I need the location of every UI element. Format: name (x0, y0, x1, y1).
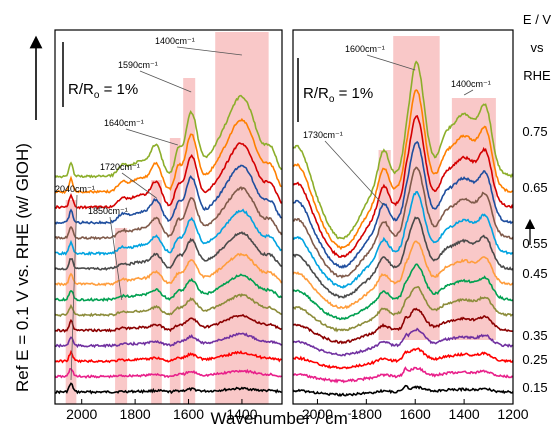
spectrum-line-0.20 (293, 366, 513, 384)
peak-annotation: 1850cm⁻¹ (88, 206, 128, 216)
x-tick-label-1800: 1800 (120, 406, 151, 422)
left-annotations: 2040cm⁻¹ 1850cm⁻¹ 1720cm⁻¹ 1640cm⁻¹ 1590cm⁻¹… (55, 36, 242, 381)
spectrum-line-0.25 (293, 347, 513, 370)
spectrum-line-0.55 (293, 216, 513, 299)
potential-title-line-1: E / V (523, 12, 552, 27)
right-x-ticks: 2000 1800 1600 1400 1200 (302, 399, 529, 422)
spectrum-line-0.15 (293, 384, 513, 397)
shaded-band-14001 (451, 98, 496, 340)
spectrum-line-0.60 (293, 190, 513, 289)
shaded-band-20401 (65, 200, 77, 404)
spectrum-line-0.20 (55, 368, 282, 379)
spectrum-line-0.30 (55, 332, 282, 349)
peak-annotation-leader (176, 46, 242, 56)
peak-annotation: 1400cm⁻¹ (155, 36, 195, 46)
x-tick-label-1400: 1400 (226, 406, 257, 422)
potential-label-0.15: 0.15 (522, 380, 547, 395)
spectrum-line-0.35 (293, 307, 513, 345)
x-tick-label-1800: 1800 (351, 406, 382, 422)
right-spectra (293, 60, 513, 397)
peak-annotation-leader (109, 216, 123, 301)
left-shaded-bands (65, 32, 269, 404)
potential-label-0.65: 0.65 (522, 180, 547, 195)
spectrum-line-0.75 (55, 142, 282, 210)
spectrum-line-0.15 (55, 382, 282, 395)
spectrum-line-0.40 (293, 285, 513, 333)
spectrum-line-0.80 (55, 117, 282, 195)
shaded-band-14001 (215, 32, 269, 404)
spectrum-line-0.45 (55, 273, 282, 302)
peak-annotation-leader (366, 54, 416, 71)
right-panel: 2000 1800 1600 1400 1200 R/Ro = 1% 1730cm⁻¹1… (292, 29, 529, 422)
spectrum-line-0.85 (293, 60, 513, 240)
y-axis-label: Ref E = 0.1 V vs. RHE (w/ GlOH) (13, 35, 43, 392)
peak-annotation-leader (463, 89, 474, 96)
peak-annotation: 1590cm⁻¹ (118, 60, 158, 70)
spectrum-line-0.50 (55, 252, 282, 287)
left-x-ticks: 2000 1800 1600 1400 (66, 399, 258, 422)
peak-annotation: 1400cm⁻¹ (451, 79, 491, 89)
left-spectra (55, 94, 282, 395)
spectrum-line-0.70 (293, 140, 513, 269)
x-tick-label-2000: 2000 (66, 406, 97, 422)
right-annotations: 1730cm⁻¹ 1600cm⁻¹ 1400cm⁻¹ (303, 44, 491, 206)
peak-annotation: 2040cm⁻¹ (55, 184, 95, 194)
left-panel: 2000 1800 1600 1400 R/Ro = 1% 2040cm⁻¹ 1850c… (54, 29, 283, 422)
peak-annotation-leader (139, 70, 192, 93)
potential-label-0.35: 0.35 (522, 328, 547, 343)
peak-annotation-leader (70, 194, 78, 381)
x-axis-label: Wavenumber / cm-1 (210, 408, 357, 428)
left-panel-frame (54, 29, 283, 405)
right-panel-frame (292, 29, 514, 405)
potential-label-0.55: 0.55 (522, 236, 547, 251)
x-tick-label-1400: 1400 (449, 406, 480, 422)
y-axis-label-text: Ref E = 0.1 V vs. RHE (w/ GlOH) (13, 143, 32, 392)
potential-label-0.75: 0.75 (522, 124, 547, 139)
potential-label-0.45: 0.45 (522, 266, 547, 281)
x-tick-label-1200: 1200 (497, 406, 528, 422)
potential-label-0.25: 0.25 (522, 352, 547, 367)
spectrum-line-0.25 (55, 349, 282, 364)
peak-annotation-leader (324, 140, 384, 206)
spectrum-line-0.50 (293, 240, 513, 310)
shaded-band-16401 (169, 138, 181, 404)
peak-annotation-leader (121, 172, 157, 199)
spectrum-line-0.85 (55, 94, 282, 179)
spectrum-line-0.65 (293, 166, 513, 279)
x-tick-label-2000: 2000 (302, 406, 333, 422)
potential-axis: E / V vs RHE 0.75 0.65 0.55 0.45 0.35 0.25 0.1… (522, 12, 551, 395)
peak-annotation: 1720cm⁻¹ (100, 162, 140, 172)
peak-annotation: 1730cm⁻¹ (303, 130, 343, 140)
spectrum-line-0.30 (293, 327, 513, 357)
peak-annotation: 1640cm⁻¹ (104, 118, 144, 128)
shaded-band-17201 (151, 180, 162, 404)
peak-annotation: 1600cm⁻¹ (345, 44, 385, 54)
potential-title-line-2: vs (531, 40, 545, 55)
peak-annotation-leader (125, 128, 178, 146)
spectrum-line-0.60 (55, 208, 282, 257)
right-scale-bar-label: R/Ro = 1% (303, 85, 373, 105)
spectrum-line-0.35 (55, 313, 282, 333)
x-tick-label-1600: 1600 (173, 406, 204, 422)
left-scale-bar-label: R/Ro = 1% (68, 81, 138, 101)
spectrum-line-0.55 (55, 231, 282, 271)
spectrum-line-0.70 (55, 164, 282, 225)
spectrum-line-0.40 (55, 293, 282, 318)
shaded-band-18501 (115, 228, 128, 404)
x-tick-label-1600: 1600 (400, 406, 431, 422)
spectrum-line-0.45 (293, 263, 513, 321)
spectrum-line-0.80 (293, 89, 513, 251)
spectrum-line-0.65 (55, 186, 282, 241)
potential-title-line-3: RHE (523, 68, 551, 83)
spectrum-line-0.75 (293, 115, 513, 259)
